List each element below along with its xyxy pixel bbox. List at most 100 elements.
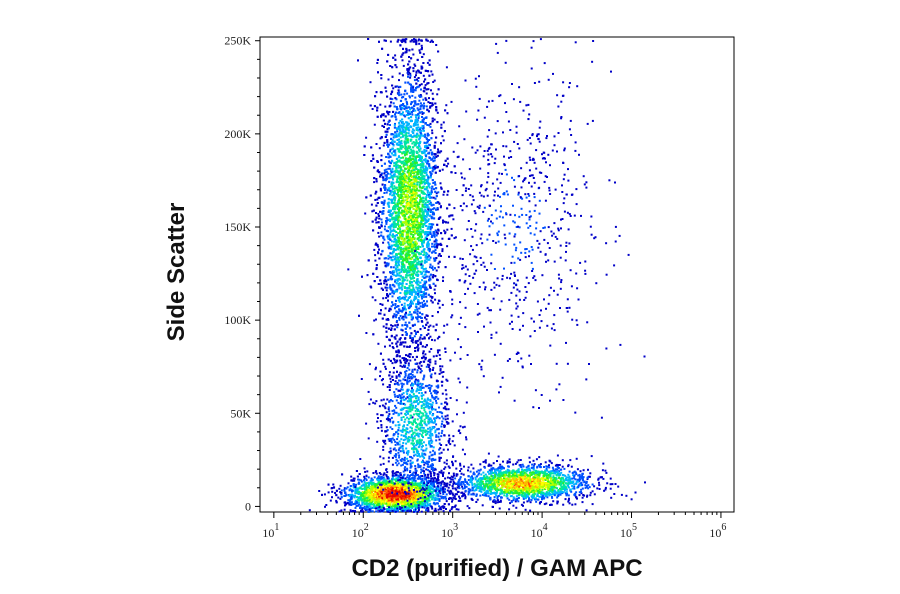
event-dot: [386, 293, 389, 295]
event-dot: [394, 122, 396, 125]
event-dot: [431, 242, 434, 245]
event-dot: [428, 238, 431, 241]
event-dot: [435, 136, 438, 139]
event-dot: [417, 85, 420, 88]
event-dot: [401, 317, 404, 320]
event-dot: [423, 337, 426, 340]
event-dot: [406, 164, 409, 167]
event-dot: [428, 182, 431, 185]
event-dot: [404, 106, 407, 109]
event-dot: [395, 299, 397, 302]
event-dot: [401, 256, 404, 259]
event-dot: [393, 192, 396, 195]
event-dot: [389, 190, 392, 192]
event-dot: [421, 236, 423, 239]
event-dot: [406, 92, 409, 95]
event-dot: [396, 340, 399, 343]
event-dot: [398, 202, 401, 205]
event-dot: [443, 130, 446, 133]
event-dot: [416, 288, 419, 291]
event-dot: [422, 121, 425, 124]
event-dot: [422, 210, 425, 213]
event-dot: [421, 166, 424, 169]
event-dot: [379, 103, 382, 106]
event-dot: [458, 279, 461, 282]
event-dot: [405, 261, 408, 264]
event-dot: [405, 234, 408, 236]
event-dot: [405, 202, 408, 205]
event-dot: [381, 210, 384, 213]
event-dot: [391, 252, 394, 255]
event-dot: [419, 371, 422, 374]
event-dot: [389, 97, 392, 100]
event-dot: [436, 243, 439, 246]
event-dot: [431, 251, 434, 254]
event-dot: [424, 231, 427, 234]
event-dot: [392, 226, 395, 229]
event-dot: [414, 121, 417, 124]
event-dot: [403, 279, 406, 281]
event-dot: [402, 64, 405, 67]
event-dot: [392, 266, 395, 269]
event-dot: [400, 142, 403, 145]
event-dot: [413, 297, 416, 300]
event-dot: [424, 256, 427, 259]
event-dot: [403, 292, 406, 295]
event-dot: [399, 315, 402, 317]
event-dot: [404, 379, 407, 382]
event-dot: [393, 105, 396, 108]
event-dot: [385, 39, 387, 42]
event-dot: [425, 215, 428, 218]
event-dot: [442, 221, 444, 224]
event-dot: [392, 170, 394, 173]
event-dot: [415, 316, 417, 319]
event-dot: [387, 201, 390, 204]
event-dot: [398, 182, 401, 185]
event-dot: [421, 260, 424, 263]
event-dot: [370, 203, 373, 206]
event-dot: [407, 169, 410, 172]
event-dot: [385, 90, 388, 93]
event-dot: [401, 282, 404, 285]
event-dot: [424, 267, 427, 270]
event-dot: [390, 266, 393, 269]
event-dot: [440, 244, 443, 246]
event-dot: [416, 261, 419, 264]
event-dot: [398, 277, 401, 280]
event-dot: [416, 187, 418, 190]
event-dot: [417, 113, 420, 116]
event-dot: [398, 239, 400, 242]
event-dot: [404, 293, 407, 296]
event-dot: [396, 279, 399, 282]
event-dot: [427, 207, 430, 210]
event-dot: [391, 325, 394, 327]
event-dot: [406, 68, 409, 71]
event-dot: [419, 336, 422, 339]
event-dot: [423, 135, 426, 138]
event-dot: [380, 231, 383, 234]
event-dot: [423, 276, 426, 279]
event-dot: [419, 168, 422, 171]
event-dot: [372, 209, 375, 212]
event-dot: [387, 237, 390, 240]
event-dot: [388, 243, 391, 246]
event-dot: [403, 210, 406, 213]
event-dot: [420, 83, 423, 86]
event-dot: [424, 232, 427, 235]
event-dot: [377, 196, 380, 199]
event-dot: [379, 175, 381, 178]
event-dot: [378, 147, 381, 150]
event-dot: [409, 274, 412, 277]
event-dot: [399, 240, 402, 243]
event-dot: [401, 284, 404, 287]
event-dot: [388, 309, 391, 312]
event-dot: [394, 225, 397, 228]
event-dot: [420, 260, 423, 263]
event-dot: [423, 182, 426, 185]
event-dot: [405, 248, 408, 251]
event-dot: [405, 184, 408, 187]
event-dot: [394, 307, 396, 310]
event-dot: [406, 191, 409, 194]
event-dot: [407, 176, 410, 179]
event-dot: [377, 171, 380, 173]
